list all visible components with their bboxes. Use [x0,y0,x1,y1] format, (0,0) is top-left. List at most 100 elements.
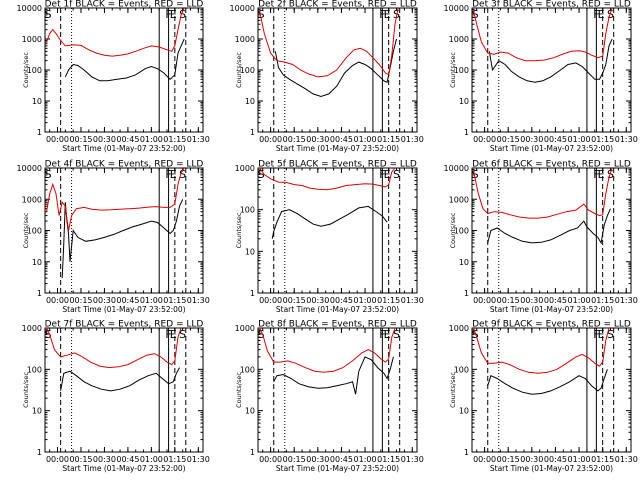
x-tick-label: 00:30 [93,296,116,305]
lld-series-line [259,7,399,78]
y-tick-label: 10000 [17,4,42,13]
panel-title: Det 5f BLACK = Events, RED = LLD [258,160,417,170]
y-tick-label: 10 [245,407,255,416]
x-axis-label: Start Time (01-May-07 23:52:00) [276,305,399,314]
y-tick-label: 1000 [235,164,255,173]
y-axis-label: Counts/sec [449,212,457,248]
events-series-line [273,356,394,395]
plot-frame [257,167,418,294]
y-tick-label: 100 [27,365,42,374]
panel-title: Det 2f BLACK = Events, RED = LLD [258,0,417,10]
flag-label: F [165,168,171,181]
x-tick-label: 01:15 [377,135,400,144]
panel-4: Det 4f BLACK = Events, RED = LLD 1 10 100 10… [17,160,210,315]
x-axis-label: Start Time (01-May-07 23:52:00) [276,464,399,473]
events-series-line [487,208,611,245]
lld-series-line [46,327,182,369]
x-axis-label: Start Time (01-May-07 23:52:00) [276,144,399,153]
x-tick-label: 01:00 [568,455,591,464]
x-tick-label: 01:30 [187,135,210,144]
x-tick-label: 00:45 [330,296,353,305]
flag-label: S [45,8,52,21]
flag-label: S [258,168,265,181]
flag-label: S [45,168,52,181]
flag-label: S [607,328,614,341]
flag-label: E [384,168,391,181]
lld-series-line [473,7,613,62]
x-tick-label: 00:45 [330,135,353,144]
y-tick-label: 10 [459,97,469,106]
y-axis-label: Counts/sec [22,372,30,408]
y-tick-label: 100 [240,206,255,215]
flag-label: S [45,328,52,341]
x-tick-label: 01:30 [615,135,638,144]
x-tick-label: 00:15 [69,296,92,305]
x-tick-label: 01:15 [377,455,400,464]
y-axis-label: Counts/sec [449,372,457,408]
panel-2: Det 2f BLACK = Events, RED = LLD 1 10 100 10… [230,0,424,153]
events-series-line [61,199,184,279]
panel-title: Det 8f BLACK = Events, RED = LLD [258,320,417,330]
panel-8: Det 8f BLACK = Events, RED = LLD 1 10 100 10… [235,320,424,474]
x-tick-label: 01:30 [187,296,210,305]
flag-label: S [607,168,614,181]
x-tick-label: 00:45 [544,455,567,464]
flag-label: S [179,8,186,21]
y-tick-label: 10000 [17,164,42,173]
events-series-line [271,205,388,239]
plot-frame [44,327,204,453]
y-tick-label: 1000 [22,195,42,204]
flag-label: S [179,168,186,181]
y-tick-label: 1 [464,448,469,457]
x-tick-label: 00:15 [497,455,520,464]
panel-9: Det 9f BLACK = Events, RED = LLD 1 10 100 10… [449,320,638,474]
plot-frame [257,7,418,133]
y-tick-label: 100 [240,66,255,75]
x-tick-label: 01:00 [140,296,163,305]
panel-title: Det 4f BLACK = Events, RED = LLD [45,160,204,170]
y-tick-label: 1 [250,289,255,298]
flag-label: S [258,328,265,341]
x-tick-label: 00:30 [306,455,329,464]
x-tick-label: 00:15 [497,296,520,305]
x-tick-label: 01:15 [377,296,400,305]
lld-series-line [259,167,396,191]
x-tick-label: 00:00 [259,455,282,464]
x-tick-label: 00:15 [497,135,520,144]
x-tick-label: 01:15 [591,135,614,144]
x-tick-label: 00:30 [93,135,116,144]
y-tick-label: 1 [464,128,469,137]
x-axis-label: Start Time (01-May-07 23:52:00) [490,144,613,153]
panel-title: Det 9f BLACK = Events, RED = LLD [472,320,631,330]
y-tick-label: 10000 [444,4,469,13]
x-tick-label: 00:30 [520,296,543,305]
x-tick-label: 00:15 [283,296,306,305]
x-tick-label: 01:00 [568,296,591,305]
flag-label: E [170,328,177,341]
plot-frame [471,327,632,453]
y-tick-label: 10 [32,258,42,267]
x-tick-label: 00:00 [46,455,69,464]
flag-label: S [472,8,479,21]
x-tick-label: 00:30 [306,135,329,144]
plot-frame [257,327,418,453]
y-axis-label: Counts/sec [235,52,243,88]
x-tick-label: 00:15 [283,135,306,144]
x-tick-label: 00:30 [93,455,116,464]
x-axis-label: Start Time (01-May-07 23:52:00) [62,144,185,153]
flag-label: E [598,168,605,181]
y-tick-label: 1 [37,448,42,457]
panel-1: Det 1f BLACK = Events, RED = LLD 1 10 100 10… [17,0,210,153]
x-tick-label: 01:00 [140,135,163,144]
x-axis-label: Start Time (01-May-07 23:52:00) [62,464,185,473]
x-tick-label: 00:00 [259,296,282,305]
panel-title: Det 6f BLACK = Events, RED = LLD [472,160,631,170]
flag-label: F [593,328,599,341]
x-tick-label: 00:45 [330,455,353,464]
flag-label: F [379,328,385,341]
y-axis-label: Counts/sec [449,52,457,88]
panel-5: Det 5f BLACK = Events, RED = LLD 1 10 100 10… [235,160,424,315]
y-axis-label: Counts/sec [235,212,243,248]
flag-label: E [598,8,605,21]
